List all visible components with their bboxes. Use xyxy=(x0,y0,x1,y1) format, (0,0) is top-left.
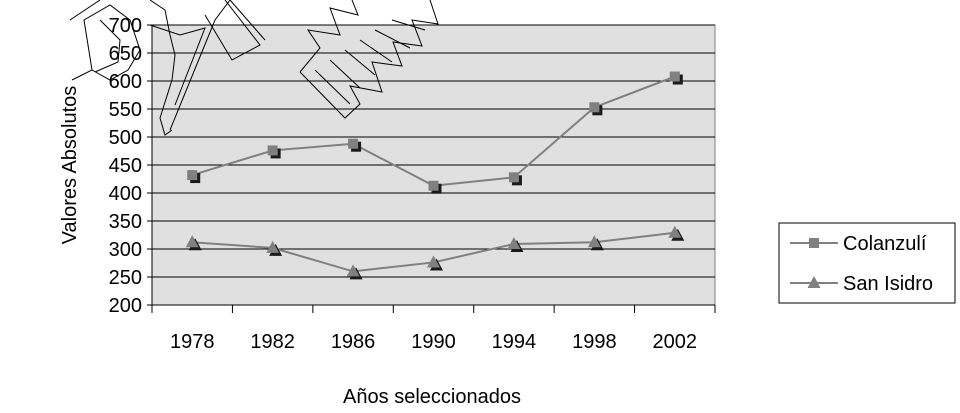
y-tick-label: 450 xyxy=(109,155,142,177)
x-tick-label: 1978 xyxy=(170,331,215,353)
x-axis-tick-labels: 1978 1982 1986 1990 1994 1998 2002 xyxy=(170,331,697,353)
data-point xyxy=(187,170,197,180)
watermark-stroke xyxy=(70,0,140,80)
data-point xyxy=(589,102,599,112)
y-tick-label: 650 xyxy=(109,43,142,65)
x-tick-label: 1982 xyxy=(250,331,295,353)
data-point xyxy=(509,172,519,182)
x-tick-label: 1994 xyxy=(492,331,537,353)
x-tick-label: 1986 xyxy=(331,331,376,353)
data-point xyxy=(429,181,439,191)
y-tick-label: 200 xyxy=(109,295,142,317)
y-tick-label: 350 xyxy=(109,211,142,233)
y-tick-label: 300 xyxy=(109,239,142,261)
legend-marker xyxy=(809,238,819,248)
y-axis-tick-labels: 200 250 300 350 400 450 500 550 600 650 700 xyxy=(109,15,142,317)
y-tick-label: 550 xyxy=(109,99,142,121)
x-tick-label: 1998 xyxy=(572,331,617,353)
x-tick-label: 1990 xyxy=(411,331,456,353)
data-point xyxy=(348,139,358,149)
legend-label: Colanzulí xyxy=(843,233,927,255)
y-tick-label: 700 xyxy=(109,15,142,37)
y-axis-title: Valores Absolutos xyxy=(59,86,81,245)
y-tick-label: 250 xyxy=(109,267,142,289)
legend-label: San Isidro xyxy=(843,273,933,295)
y-tick-label: 400 xyxy=(109,183,142,205)
y-tick-label: 600 xyxy=(109,71,142,93)
data-point xyxy=(268,145,278,155)
y-tick-label: 500 xyxy=(109,127,142,149)
x-tick-label: 2002 xyxy=(653,331,698,353)
x-axis-title: Años seleccionados xyxy=(343,386,521,408)
data-point xyxy=(670,72,680,82)
legend: Colanzulí San Isidro xyxy=(779,223,955,303)
